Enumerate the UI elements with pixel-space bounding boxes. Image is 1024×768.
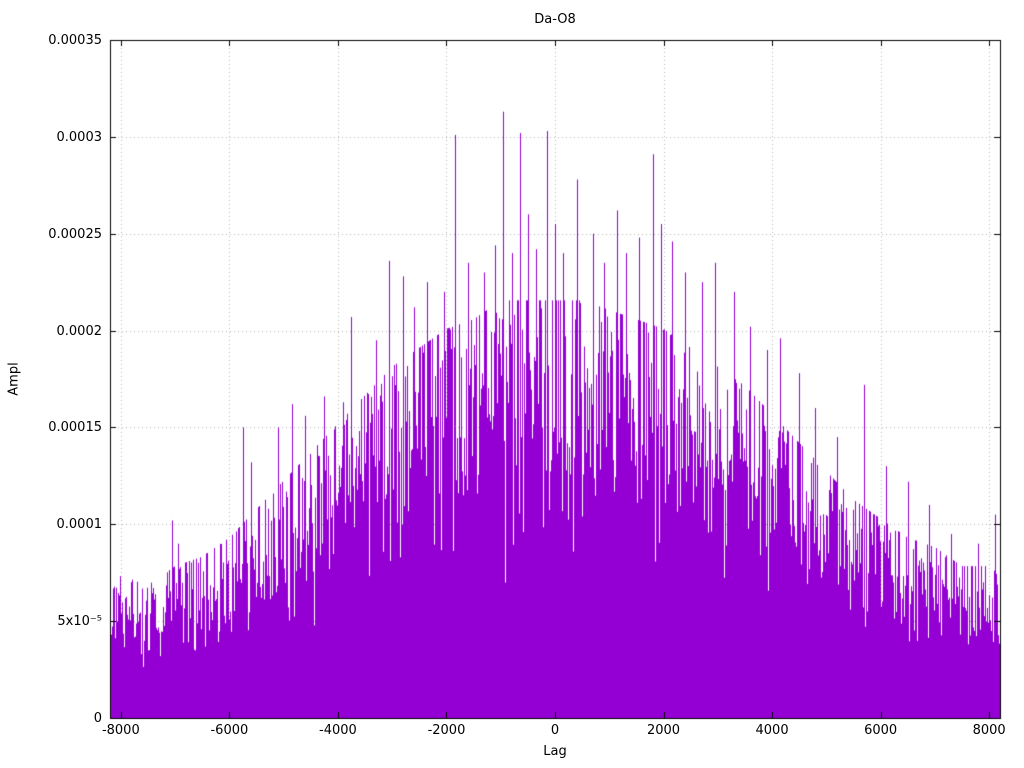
x-tick-label: -4000 xyxy=(319,723,357,738)
y-tick-label: 0.0002 xyxy=(56,323,103,339)
y-tick-label: 0.00015 xyxy=(48,420,102,436)
x-tick-label: 6000 xyxy=(864,723,898,738)
x-tick-label: -2000 xyxy=(427,723,466,738)
x-tick-label: 4000 xyxy=(755,723,789,738)
x-tick-label: -8000 xyxy=(101,723,140,738)
x-tick-label: 0 xyxy=(550,723,560,738)
y-tick-label: 0 xyxy=(93,711,102,726)
x-axis-label: Lag xyxy=(543,744,567,759)
chart-title: Da-O8 xyxy=(534,12,576,27)
y-tick-label: 0.00025 xyxy=(48,226,102,242)
x-tick-label: 8000 xyxy=(972,723,1006,738)
y-tick-label: 0.0001 xyxy=(56,517,103,533)
y-tick-label: 0.0003 xyxy=(56,129,103,145)
y-tick-label: 0.00035 xyxy=(48,33,102,48)
y-axis-label: Ampl xyxy=(6,362,22,396)
x-tick-label: -6000 xyxy=(210,723,249,738)
y-tick-label: 5x10⁻⁵ xyxy=(57,614,102,630)
x-tick-label: 2000 xyxy=(646,723,681,738)
